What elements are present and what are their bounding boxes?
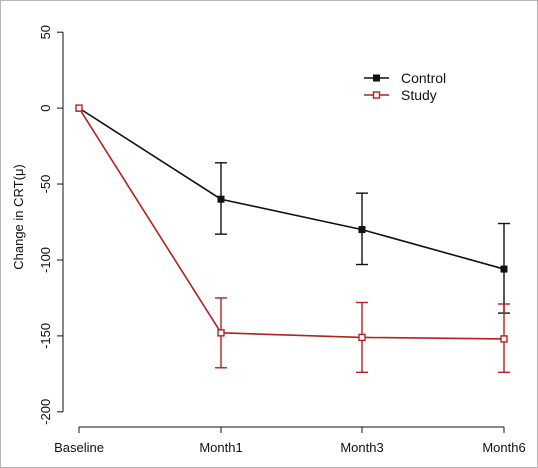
legend-item-study: Study xyxy=(364,87,437,103)
y-tick-label: -200 xyxy=(38,399,53,425)
legend-marker xyxy=(373,74,380,82)
legend-marker xyxy=(372,91,381,99)
y-tick-label: 0 xyxy=(38,104,53,111)
legend-label: Control xyxy=(401,70,446,86)
data-point xyxy=(358,226,366,234)
series-line-control xyxy=(78,107,505,270)
series-layer xyxy=(75,104,510,374)
series-study xyxy=(75,104,510,374)
series-control xyxy=(75,104,510,314)
y-tick-label: -50 xyxy=(38,175,53,194)
legend-label: Study xyxy=(401,87,437,103)
legend-item-control: Control xyxy=(364,70,446,86)
y-tick-label: -150 xyxy=(38,323,53,349)
y-tick-label: -100 xyxy=(38,247,53,273)
x-tick-label: Month3 xyxy=(340,440,383,455)
y-tick-label: 50 xyxy=(38,25,53,39)
x-tick-label: Month6 xyxy=(482,440,525,455)
data-point xyxy=(217,195,225,203)
data-point xyxy=(500,265,508,273)
y-axis-title: Change in CRT(μ) xyxy=(11,164,26,270)
data-point xyxy=(500,335,508,343)
data-point xyxy=(358,333,366,342)
data-point xyxy=(75,104,83,112)
series-line-study xyxy=(78,107,505,340)
x-tick-label: Month1 xyxy=(199,440,242,455)
x-tick-label: Baseline xyxy=(54,440,104,455)
data-point xyxy=(217,329,225,337)
